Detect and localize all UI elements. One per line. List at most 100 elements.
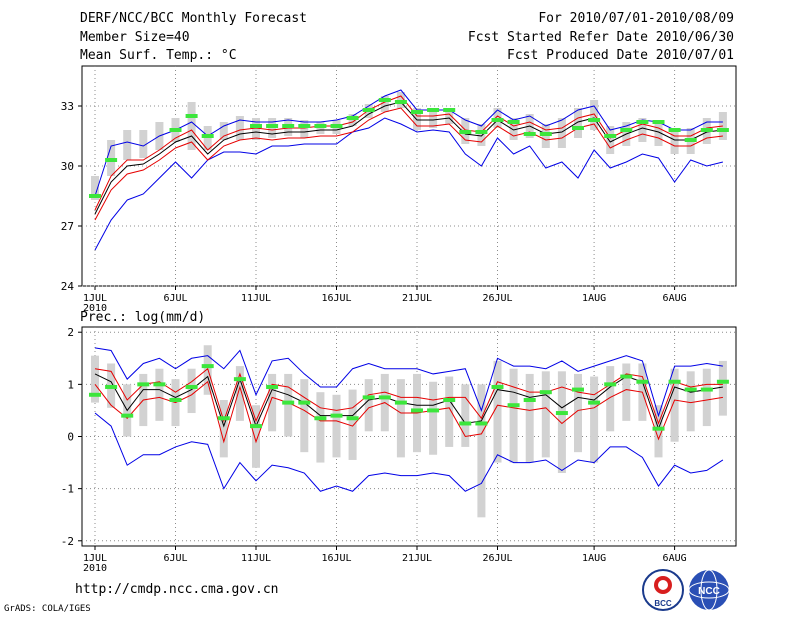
temp-y-tick-label: 24 (61, 280, 75, 293)
prec-observed-mark (700, 387, 713, 392)
fcst-produced-date: Fcst Produced Date 2010/07/01 (507, 48, 734, 63)
prec-observed-mark (169, 398, 182, 402)
prec-range-box (477, 384, 486, 518)
temp-observed-mark (330, 124, 343, 128)
temp-y-tick-label: 33 (61, 100, 74, 113)
temp-observed-mark (394, 100, 407, 104)
temp-y-tick-label: 27 (61, 220, 74, 233)
prec-range-box (268, 373, 277, 432)
temp-range-box (413, 108, 421, 130)
temp-observed-mark (250, 124, 262, 128)
prec-min-line (94, 412, 724, 492)
temp-observed-mark (169, 128, 182, 132)
temp-x-tick-label: 1AUG (582, 293, 606, 304)
temp-observed-mark (668, 128, 681, 132)
prec-range-box (300, 379, 309, 453)
temp-range-box (139, 130, 148, 158)
temp-upper-line (94, 95, 723, 211)
temp-range-box (252, 118, 260, 140)
temp-observed-mark (427, 108, 440, 112)
temp-range-box (654, 120, 663, 146)
prec-observed-mark (507, 403, 520, 408)
prec-observed-mark (539, 390, 552, 395)
temp-observed-mark (539, 132, 552, 136)
temp-observed-mark (588, 118, 601, 122)
prec-observed-mark (491, 384, 504, 389)
temp-observed-mark (378, 98, 391, 102)
prec-x-tick-label: 26JUL (482, 553, 512, 564)
temp-observed-mark (411, 110, 423, 114)
prec-observed-mark (250, 424, 262, 429)
prec-observed-mark (298, 400, 311, 405)
prec-observed-mark (105, 384, 118, 389)
temp-year-label: 2010 (83, 303, 107, 314)
temp-observed-mark (475, 130, 488, 134)
temp-range-box (557, 118, 566, 148)
temp-observed-mark (314, 124, 327, 128)
prec-observed-mark (572, 387, 584, 392)
temp-range-box (300, 120, 309, 138)
member-size-label: Member Size=40 (80, 30, 190, 45)
prec-y-tick-label: 2 (67, 326, 74, 339)
header-title: DERF/NCC/BCC Monthly Forecast (80, 11, 307, 26)
grads-credit: GrADS: COLA/IGES (4, 604, 91, 614)
prec-y-tick-label: 0 (67, 431, 74, 444)
temp-range-box (445, 108, 454, 124)
prec-observed-mark (668, 379, 681, 384)
temp-observed-mark (716, 128, 729, 132)
temp-range-box (590, 100, 599, 130)
temp-x-tick-label: 21JUL (402, 293, 432, 304)
prec-range-box (155, 368, 164, 421)
prec-observed-mark (217, 416, 230, 421)
prec-observed-mark (89, 392, 101, 397)
prec-range-box (461, 384, 470, 447)
prec-year-label: 2010 (83, 563, 107, 574)
temp-x-tick-label: 11JUL (241, 293, 271, 304)
prec-max-line (94, 347, 723, 418)
prec-observed-mark (459, 421, 472, 426)
temp-x-tick-label: 16JUL (321, 293, 351, 304)
prec-range-box (718, 360, 727, 416)
prec-range-box (187, 368, 196, 414)
temp-observed-mark (572, 126, 584, 130)
temp-panel-title: Mean Surf. Temp.: °C (80, 48, 237, 63)
prec-x-tick-label: 16JUL (321, 553, 351, 564)
temp-max-line (94, 89, 723, 197)
svg-text:BCC: BCC (654, 599, 672, 608)
temp-observed-mark (89, 194, 101, 198)
prec-observed-mark (588, 400, 601, 405)
prec-range-box (557, 371, 566, 473)
temp-observed-mark (700, 128, 713, 132)
prec-x-tick-label: 11JUL (241, 553, 271, 564)
temp-observed-mark (652, 120, 665, 124)
temp-observed-mark (620, 128, 633, 132)
prec-range-box (686, 371, 695, 432)
prec-observed-mark (378, 395, 391, 400)
temp-lower-line (94, 107, 723, 221)
prec-range-box (590, 376, 599, 463)
prec-range-box (332, 394, 341, 458)
prec-observed-mark (475, 421, 488, 426)
temp-mean-line (94, 101, 723, 215)
prec-observed-mark (684, 387, 697, 392)
temp-range-box (380, 96, 389, 112)
temp-observed-mark (346, 116, 359, 120)
prec-y-tick-label: 1 (67, 378, 74, 391)
temp-observed-mark (523, 132, 536, 136)
prec-mean-line (94, 373, 723, 431)
temp-range-box (606, 126, 615, 154)
prec-observed-mark (362, 395, 375, 400)
prec-observed-mark (555, 411, 568, 416)
fcst-started-date: Fcst Started Refer Date 2010/06/30 (467, 30, 734, 45)
prec-range-box (574, 373, 582, 453)
temp-observed-mark (185, 114, 198, 118)
prec-observed-mark (185, 384, 198, 389)
prec-range-box (396, 379, 405, 458)
prec-range-box (348, 389, 357, 460)
source-url[interactable]: http://cmdp.ncc.cma.gov.cn (75, 582, 279, 597)
prec-range-box (622, 363, 631, 421)
temp-min-line (94, 117, 724, 251)
temp-range-box (638, 118, 647, 142)
prec-lower-line (94, 380, 723, 444)
